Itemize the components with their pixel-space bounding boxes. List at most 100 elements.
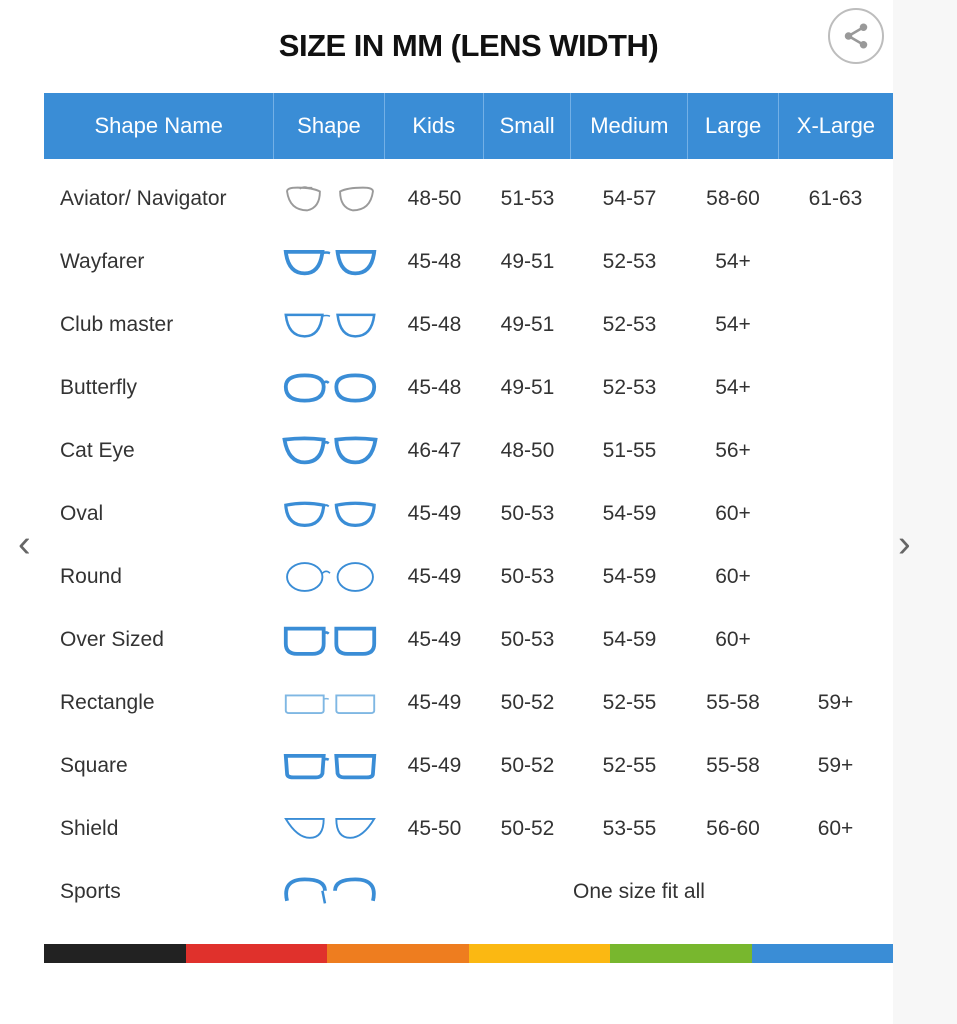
shape-icon-cell — [275, 245, 385, 279]
column-header: X-Large — [796, 113, 876, 138]
size-cell: 51-55 — [602, 438, 657, 462]
size-cell: 54+ — [715, 312, 751, 336]
size-cell: 60+ — [715, 501, 751, 525]
size-cell: 45-48 — [407, 312, 462, 336]
size-cell: 52-55 — [602, 753, 657, 777]
size-cell: 56+ — [715, 438, 751, 462]
shape-icon-cell — [275, 182, 385, 216]
size-cell: 52-53 — [602, 375, 657, 399]
size-cell: 45-49 — [407, 753, 462, 777]
shape-icon-cell — [275, 308, 385, 342]
size-cell: 50-53 — [500, 627, 555, 651]
size-cell: 54-59 — [602, 501, 657, 525]
size-cell: 52-53 — [602, 312, 657, 336]
shape-icon-cell — [275, 371, 385, 405]
shape-name: Butterfly — [60, 375, 138, 399]
shape-name: Wayfarer — [60, 249, 145, 273]
share-icon — [844, 23, 868, 49]
color-stripe — [327, 944, 469, 963]
size-cell: 45-49 — [407, 564, 462, 588]
shape-name: Over Sized — [60, 627, 164, 651]
color-stripe — [610, 944, 752, 963]
shape-name: Shield — [60, 816, 119, 840]
size-cell: 59+ — [817, 753, 854, 777]
oversized-glasses-icon — [283, 626, 377, 656]
shape-name: Club master — [60, 312, 174, 336]
size-cell: 56-60 — [706, 816, 760, 840]
shape-name: Square — [60, 753, 128, 777]
size-cell: 46-47 — [407, 438, 462, 462]
size-cell: 60+ — [715, 627, 751, 651]
shape-icon-cell — [275, 623, 385, 657]
color-stripe-bar — [44, 944, 893, 963]
size-cell: 45-49 — [407, 501, 462, 525]
size-cell: 45-49 — [407, 627, 462, 651]
column-header: Large — [688, 93, 779, 159]
size-cell: 54+ — [715, 375, 751, 399]
size-cell: 48-50 — [500, 438, 555, 462]
size-cell: 54-57 — [602, 186, 657, 210]
table-row: Over Sized 45-49 50-53 54-59 60+ — [44, 608, 893, 671]
round-glasses-icon — [286, 561, 374, 592]
size-cell: 58-60 — [706, 186, 760, 210]
page-title: SIZE IN MM (LENS WIDTH) — [278, 28, 659, 63]
size-cell: 50-52 — [500, 753, 555, 777]
shape-icon-cell — [275, 686, 385, 720]
shape-name: Oval — [60, 501, 104, 525]
size-cell: 45-50 — [407, 816, 462, 840]
one-size-cell: One size fit all — [573, 879, 705, 903]
table-row: Butterfly 45-48 49-51 52-53 54+ — [44, 356, 893, 419]
shape-icon-cell — [275, 434, 385, 468]
color-stripe — [468, 944, 610, 963]
butterfly-glasses-icon — [283, 372, 377, 403]
table-row: Aviator/ Navigator 48-50 51-53 54-57 58-60 6… — [44, 167, 893, 230]
table-row: Shield 45-50 50-52 53-55 56-60 60+ — [44, 797, 893, 860]
size-cell: 49-51 — [500, 249, 555, 273]
shield-glasses-icon — [284, 817, 376, 839]
shape-icon-cell — [275, 560, 385, 594]
size-cell: 54+ — [715, 249, 751, 273]
size-cell: 49-51 — [500, 312, 555, 336]
color-stripe — [751, 944, 893, 963]
size-cell: 50-53 — [500, 564, 555, 588]
oval-glasses-icon — [284, 501, 376, 527]
shape-icon-cell — [275, 875, 385, 909]
table-body: Aviator/ Navigator 48-50 51-53 54-57 58-60 6… — [44, 167, 893, 923]
shape-icon-cell — [275, 749, 385, 783]
size-cell: 52-55 — [602, 690, 657, 714]
column-header: Small — [484, 93, 572, 159]
shape-name: Aviator/ Navigator — [60, 186, 227, 210]
color-stripe — [185, 944, 327, 963]
sports-glasses-icon — [284, 876, 376, 904]
size-cell: 49-51 — [500, 375, 555, 399]
rectangle-glasses-icon — [284, 693, 376, 714]
size-table: Shape Name Shape Kids Small Medium Large… — [44, 93, 893, 923]
cateye-glasses-icon — [282, 435, 378, 464]
column-header: Medium — [571, 93, 689, 159]
shape-name: Cat Eye — [60, 438, 135, 462]
shape-name: Round — [60, 564, 122, 588]
size-cell: 45-48 — [407, 249, 462, 273]
size-cell: 61-63 — [808, 186, 863, 210]
size-cell: 54-59 — [602, 564, 657, 588]
size-cell: 50-52 — [500, 690, 555, 714]
prev-arrow-button[interactable]: ‹ — [18, 523, 31, 565]
size-cell: 52-53 — [602, 249, 657, 273]
table-row: Square 45-49 50-52 52-55 55-58 59+ — [44, 734, 893, 797]
column-header: Kids — [385, 93, 484, 159]
share-button[interactable] — [828, 8, 884, 64]
clubmaster-glasses-icon — [284, 313, 376, 338]
shape-name: Sports — [60, 879, 121, 903]
square-glasses-icon — [283, 753, 377, 779]
shape-name: Rectangle — [60, 690, 155, 714]
size-cell: 45-49 — [407, 690, 462, 714]
shape-icon-cell — [275, 497, 385, 531]
size-cell: 45-48 — [407, 375, 462, 399]
next-arrow-button[interactable]: › — [898, 523, 911, 565]
table-row: Rectangle 45-49 50-52 52-55 55-58 59+ — [44, 671, 893, 734]
table-header: Shape Name Shape Kids Small Medium Large… — [44, 93, 893, 159]
size-cell: 60+ — [715, 564, 751, 588]
table-row: Sports One size fit all — [44, 860, 893, 923]
size-cell: 55-58 — [706, 753, 760, 777]
aviator-glasses-icon — [286, 185, 374, 211]
